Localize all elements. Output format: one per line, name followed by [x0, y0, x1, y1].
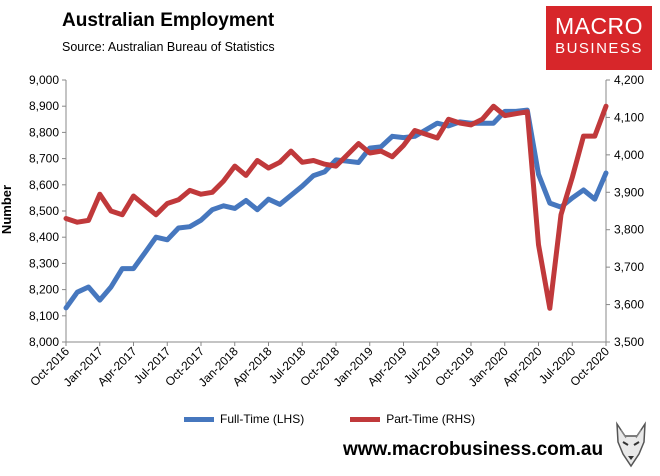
- macrobusiness-logo: MACRO BUSINESS: [546, 6, 652, 70]
- legend-label-full-time: Full-Time (LHS): [220, 412, 305, 426]
- logo-line2: BUSINESS: [555, 40, 643, 57]
- right-tick-label: 3,900: [614, 185, 644, 199]
- right-tick-label: 4,100: [614, 110, 644, 124]
- logo-line1: MACRO: [554, 13, 644, 39]
- right-tick-label: 4,000: [614, 148, 644, 162]
- legend-item-part-time: Part-Time (RHS): [350, 412, 475, 426]
- left-tick-label: 8,600: [29, 178, 59, 192]
- left-tick-label: 8,200: [29, 283, 59, 297]
- left-tick-label: 8,400: [29, 230, 59, 244]
- wolf-mascot-icon: [616, 421, 646, 468]
- left-tick-label: 8,100: [29, 309, 59, 323]
- website-url: www.macrobusiness.com.au: [343, 439, 604, 460]
- legend: Full-Time (LHS) Part-Time (RHS): [184, 412, 521, 426]
- left-tick-label: 8,800: [29, 125, 59, 139]
- left-tick-label: 8,900: [29, 99, 59, 113]
- left-tick-label: 8,000: [29, 335, 59, 349]
- chart-title: Australian Employment: [62, 10, 275, 31]
- left-tick-label: 8,700: [29, 152, 59, 166]
- series-line-part-time: [63, 103, 609, 311]
- legend-label-part-time: Part-Time (RHS): [386, 412, 476, 426]
- right-tick-label: 3,800: [614, 223, 644, 237]
- right-tick-label: 3,700: [614, 260, 644, 274]
- left-tick-label: 8,300: [29, 256, 59, 270]
- legend-item-full-time: Full-Time (LHS): [184, 412, 304, 426]
- legend-swatch-part-time: [350, 416, 381, 422]
- left-tick-label: 9,000: [29, 73, 59, 87]
- left-tick-label: 8,500: [29, 204, 59, 218]
- chart-source: Source: Australian Bureau of Statistics: [62, 40, 275, 54]
- right-tick-label: 4,200: [614, 73, 644, 87]
- legend-swatch-full-time: [184, 416, 214, 422]
- right-tick-label: 3,500: [614, 335, 644, 349]
- right-tick-label: 3,600: [614, 298, 644, 312]
